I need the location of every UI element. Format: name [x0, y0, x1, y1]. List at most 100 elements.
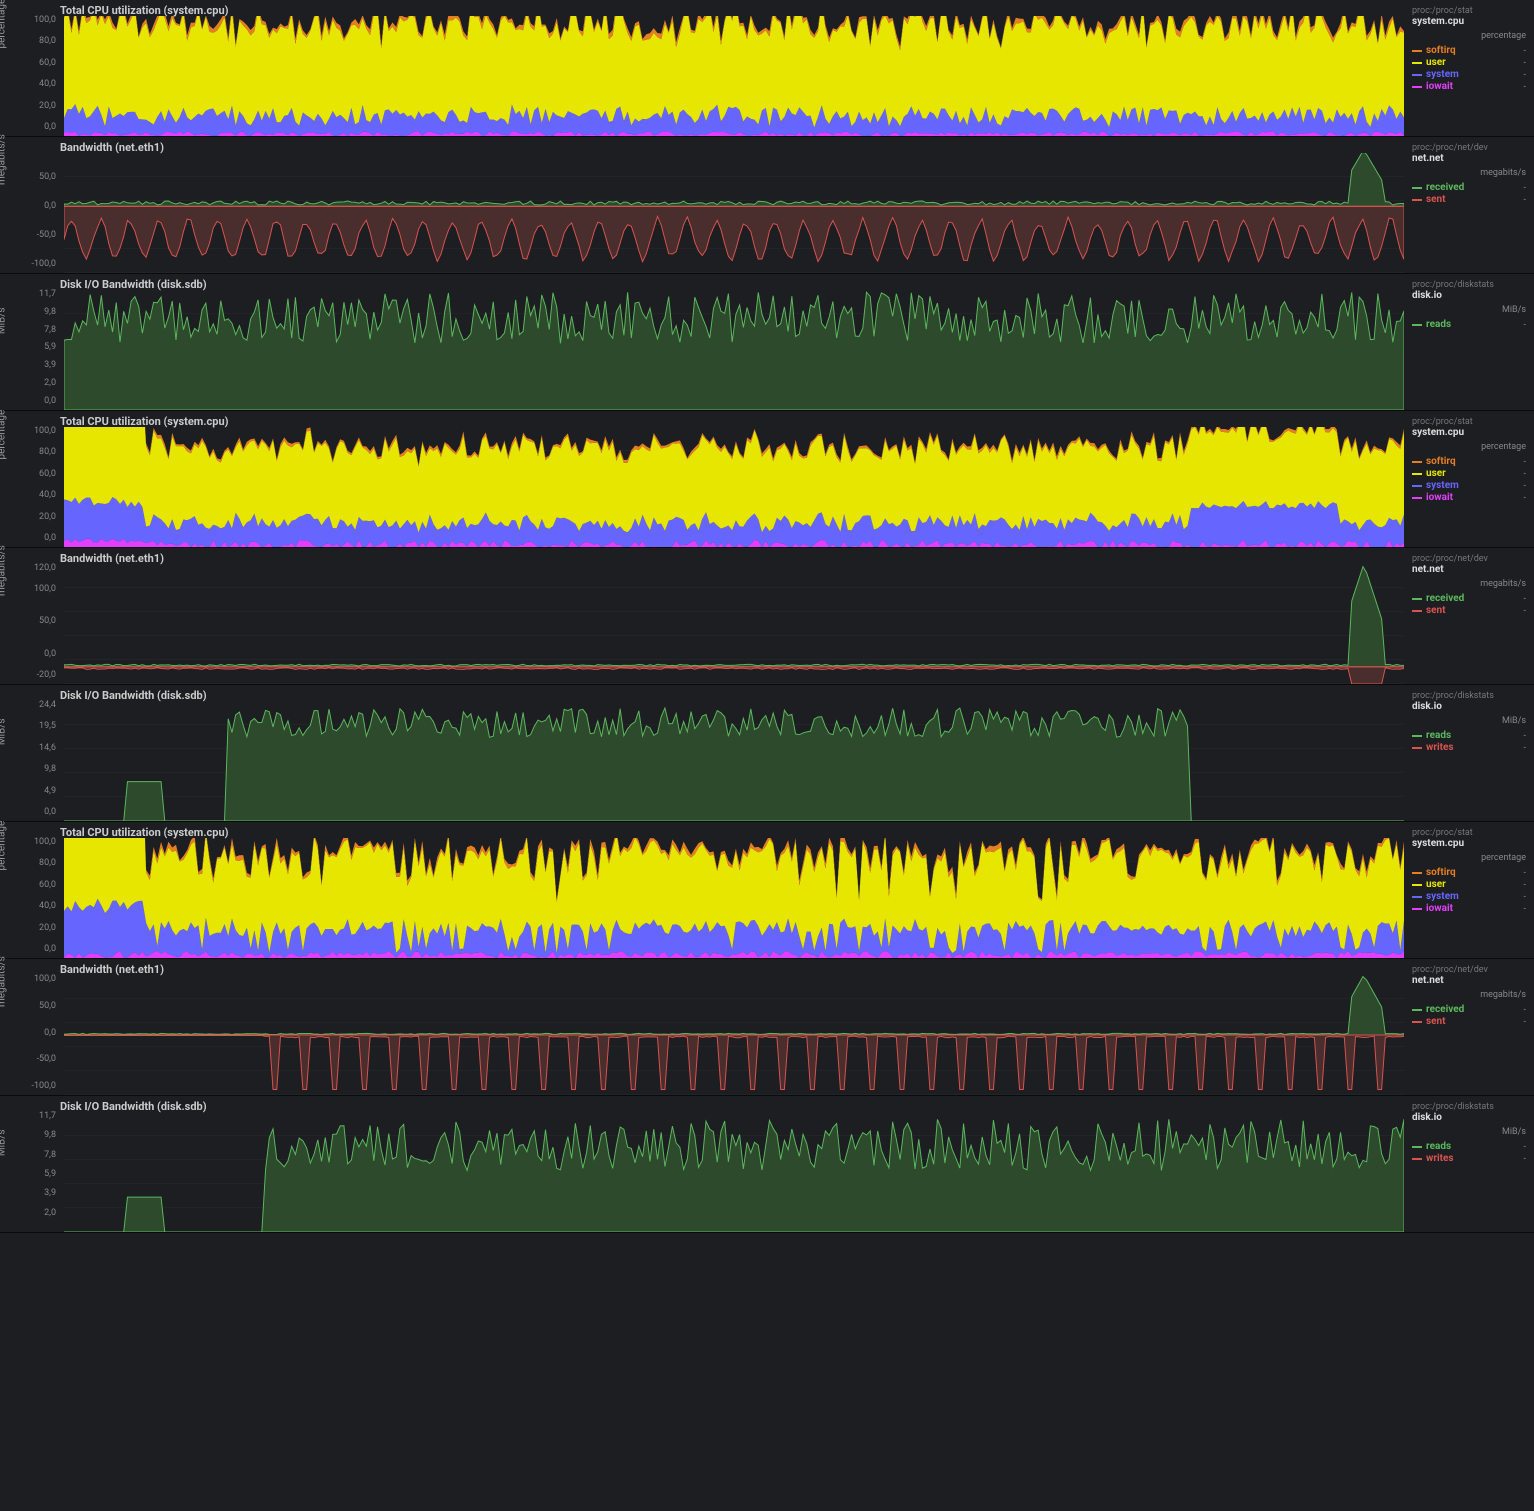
legend-sidebar: proc:/proc/statsystem.cpupercentagesofti… — [1404, 411, 1534, 547]
legend-value: - — [1524, 70, 1527, 80]
legend-swatch — [1412, 872, 1422, 874]
legend-swatch — [1412, 461, 1422, 463]
legend-item[interactable]: sent- — [1412, 1016, 1526, 1027]
y-tick: 0,0 — [30, 123, 60, 132]
legend-item[interactable]: system- — [1412, 480, 1526, 491]
chart-area[interactable]: Disk I/O Bandwidth (disk.sdb)MiB/s11,79,… — [0, 1096, 1404, 1232]
plot[interactable] — [64, 153, 1404, 273]
panel-cpu2: Total CPU utilization (system.cpu)percen… — [0, 411, 1534, 548]
y-tick: 80,0 — [30, 859, 60, 868]
y-tick: 100,0 — [30, 16, 60, 25]
legend-value: - — [1524, 457, 1527, 467]
legend-swatch — [1412, 324, 1422, 326]
legend-swatch — [1412, 497, 1422, 499]
y-tick: 80,0 — [30, 448, 60, 457]
legend-item[interactable]: received- — [1412, 182, 1526, 193]
y-tick: 20,0 — [30, 102, 60, 111]
legend-sidebar: proc:/proc/diskstatsdisk.ioMiB/sreads-wr… — [1404, 1096, 1534, 1232]
legend-item[interactable]: writes- — [1412, 1153, 1526, 1164]
y-tick: 11,7 — [30, 1112, 60, 1121]
y-tick: 2,0 — [30, 379, 60, 388]
y-axis-label: megabits/s — [0, 134, 8, 185]
legend-item[interactable]: softirq- — [1412, 45, 1526, 56]
y-ticks: 11,79,87,85,93,92,00,0 — [30, 290, 60, 406]
plot[interactable] — [64, 975, 1404, 1095]
y-ticks: 120,0100,050,00,0-20,0 — [30, 564, 60, 680]
chart-area[interactable]: Bandwidth (net.eth1)megabits/s120,0100,0… — [0, 548, 1404, 684]
legend-item[interactable]: softirq - — [1412, 456, 1526, 467]
legend-item[interactable]: system- — [1412, 891, 1526, 902]
chart-area[interactable]: Disk I/O Bandwidth (disk.sdb)MiB/s24,419… — [0, 685, 1404, 821]
legend-sidebar: proc:/proc/net/devnet.netmegabits/srecei… — [1404, 959, 1534, 1095]
plot[interactable] — [64, 1112, 1404, 1232]
legend-item[interactable]: iowait- — [1412, 492, 1526, 503]
plot[interactable] — [64, 290, 1404, 410]
series-area — [64, 708, 1404, 821]
legend-sidebar: proc:/proc/diskstatsdisk.ioMiB/sreads-wr… — [1404, 685, 1534, 821]
legend-item[interactable]: writes- — [1412, 742, 1526, 753]
chart-svg — [64, 975, 1404, 1095]
y-tick: 100,0 — [30, 427, 60, 436]
chart-area[interactable]: Disk I/O Bandwidth (disk.sdb)MiB/s11,79,… — [0, 274, 1404, 410]
chart-svg — [64, 153, 1404, 273]
legend-label: received — [1426, 593, 1464, 604]
legend-item[interactable]: reads- — [1412, 730, 1526, 741]
plot[interactable] — [64, 701, 1404, 821]
y-tick: 0,0 — [30, 1029, 60, 1038]
plot[interactable] — [64, 16, 1404, 136]
legend-item[interactable]: system- — [1412, 69, 1526, 80]
legend-item[interactable]: received- — [1412, 1004, 1526, 1015]
legend-label: sent — [1426, 194, 1446, 205]
legend-swatch — [1412, 747, 1422, 749]
plot[interactable] — [64, 564, 1404, 684]
legend-swatch — [1412, 62, 1422, 64]
legend-item[interactable]: softirq- — [1412, 867, 1526, 878]
chart-title: Total CPU utilization (system.cpu) — [60, 415, 228, 428]
legend-label: reads — [1426, 1141, 1451, 1152]
chart-area[interactable]: Bandwidth (net.eth1)megabits/s50,00,0-50… — [0, 137, 1404, 273]
chart-svg — [64, 838, 1404, 958]
legend-item[interactable]: sent- — [1412, 194, 1526, 205]
legend-item[interactable]: reads - — [1412, 1141, 1526, 1152]
plot[interactable] — [64, 427, 1404, 547]
legend-item[interactable]: iowait- — [1412, 81, 1526, 92]
plot[interactable] — [64, 838, 1404, 958]
legend-swatch — [1412, 735, 1422, 737]
chart-area[interactable]: Bandwidth (net.eth1)megabits/s100,050,00… — [0, 959, 1404, 1095]
legend-value: - — [1524, 731, 1527, 741]
legend-value: - — [1524, 46, 1527, 56]
y-ticks: 100,050,00,0-50,0-100,0 — [30, 975, 60, 1091]
legend-value: - — [1524, 743, 1527, 753]
legend-label: user — [1426, 57, 1446, 68]
y-tick: -20,0 — [30, 671, 60, 680]
legend-sidebar: proc:/proc/net/devnet.netmegabits/srecei… — [1404, 137, 1534, 273]
legend-item[interactable]: received - — [1412, 593, 1526, 604]
unit-label: percentage — [1412, 853, 1526, 863]
legend-label: received — [1426, 182, 1464, 193]
chart-area[interactable]: Total CPU utilization (system.cpu)percen… — [0, 0, 1404, 136]
chart-area[interactable]: Total CPU utilization (system.cpu)percen… — [0, 411, 1404, 547]
legend-swatch — [1412, 74, 1422, 76]
legend-item[interactable]: user- — [1412, 57, 1526, 68]
legend-swatch — [1412, 908, 1422, 910]
legend-item[interactable]: sent- — [1412, 605, 1526, 616]
metric-label: system.cpu — [1412, 16, 1526, 27]
y-tick: 19,5 — [30, 722, 60, 731]
legend-value: - — [1524, 1142, 1527, 1152]
legend-item[interactable]: reads- — [1412, 319, 1526, 330]
legend-swatch — [1412, 598, 1422, 600]
legend-value: - — [1524, 594, 1527, 604]
y-tick: 3,9 — [30, 1189, 60, 1198]
y-tick: 0,0 — [30, 650, 60, 659]
legend-item[interactable]: iowait- — [1412, 903, 1526, 914]
metric-label: disk.io — [1412, 290, 1526, 301]
legend-item[interactable]: user- — [1412, 879, 1526, 890]
y-tick: 9,8 — [30, 765, 60, 774]
y-tick: 0,0 — [30, 808, 60, 817]
chart-title: Bandwidth (net.eth1) — [60, 552, 164, 565]
legend-item[interactable]: user- — [1412, 468, 1526, 479]
unit-label: MiB/s — [1412, 716, 1526, 726]
y-tick: 0,0 — [30, 397, 60, 406]
chart-area[interactable]: Total CPU utilization (system.cpu)percen… — [0, 822, 1404, 958]
legend-label: softirq — [1426, 456, 1456, 467]
